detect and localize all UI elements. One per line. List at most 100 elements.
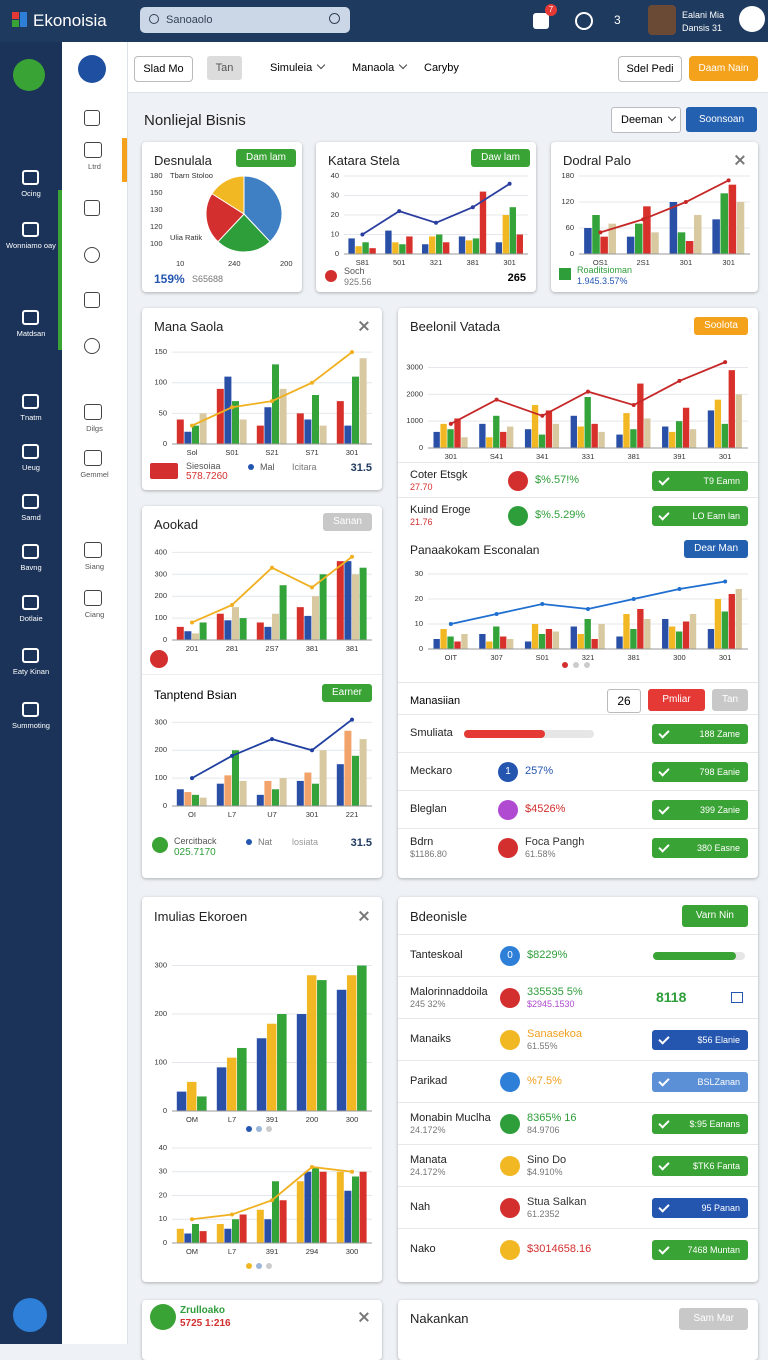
tool-button[interactable]: Sdel Pedi bbox=[618, 56, 682, 82]
nav-icon[interactable] bbox=[22, 702, 39, 717]
y-tick-label: 100 bbox=[154, 378, 167, 387]
nav-icon[interactable] bbox=[84, 542, 102, 558]
row-icon: 0 bbox=[500, 946, 520, 966]
bar bbox=[712, 219, 720, 254]
card-button[interactable]: Sanan bbox=[323, 513, 372, 531]
row-button[interactable]: LO Eam lan bbox=[652, 505, 748, 526]
line-point bbox=[726, 178, 731, 183]
close[interactable] bbox=[358, 1311, 370, 1323]
close[interactable] bbox=[358, 320, 370, 332]
foot-sub: 578.7260 bbox=[186, 471, 228, 482]
primary-button[interactable]: Pmliar bbox=[648, 689, 705, 711]
row-button[interactable]: 95 Panan bbox=[652, 1198, 748, 1218]
nav-icon[interactable] bbox=[22, 544, 39, 559]
tag-icon[interactable] bbox=[731, 992, 743, 1003]
close[interactable] bbox=[734, 154, 746, 166]
fab[interactable] bbox=[13, 1298, 47, 1332]
nav-label: Ueug bbox=[22, 463, 40, 472]
row-button[interactable]: $TK6 Fanta bbox=[652, 1156, 748, 1176]
nav-icon[interactable] bbox=[22, 444, 39, 459]
nav-icon[interactable] bbox=[22, 595, 39, 610]
user-icon[interactable] bbox=[84, 292, 100, 308]
card-button[interactable]: Soolota bbox=[694, 317, 748, 335]
search-button[interactable] bbox=[329, 13, 340, 24]
page-dot[interactable] bbox=[584, 662, 590, 668]
check-icon bbox=[658, 1201, 670, 1213]
nav-icon[interactable] bbox=[22, 222, 39, 237]
page-dot[interactable] bbox=[266, 1263, 272, 1269]
card-button[interactable]: Dam lam bbox=[235, 149, 296, 167]
sub-button[interactable]: Earner bbox=[321, 684, 372, 702]
profile-icon[interactable] bbox=[739, 6, 765, 32]
bar bbox=[385, 230, 392, 254]
nav-icon[interactable] bbox=[84, 404, 102, 420]
x-tick-label: 391 bbox=[673, 452, 686, 461]
bar bbox=[296, 413, 304, 444]
card-button[interactable]: Daw lam bbox=[471, 149, 530, 167]
bar bbox=[192, 633, 199, 640]
page-dot[interactable] bbox=[266, 1126, 272, 1132]
avatar[interactable] bbox=[648, 5, 676, 35]
bar bbox=[637, 609, 644, 649]
sub-button[interactable]: Dear Man bbox=[684, 540, 748, 558]
close[interactable] bbox=[358, 910, 370, 922]
foot-sub: 1.945.3.57% bbox=[577, 276, 628, 286]
row-button[interactable]: 798 Eanie bbox=[652, 762, 748, 782]
y-tick-label: 0 bbox=[419, 443, 423, 452]
nav-icon[interactable] bbox=[22, 170, 39, 185]
nav-icon[interactable] bbox=[84, 142, 102, 158]
home-button[interactable] bbox=[13, 59, 45, 91]
secondary-button[interactable]: Tan bbox=[712, 689, 748, 711]
foot-value: 31.5 bbox=[350, 462, 372, 474]
nav-icon[interactable] bbox=[22, 310, 39, 325]
menu[interactable]: Caryby bbox=[424, 62, 459, 74]
row-button[interactable]: $:95 Eanans bbox=[652, 1114, 748, 1134]
row-button[interactable]: BSLZanan bbox=[652, 1072, 748, 1092]
home-icon[interactable] bbox=[84, 110, 100, 126]
section-marker bbox=[122, 138, 127, 182]
nav-icon[interactable] bbox=[84, 450, 102, 466]
row-button[interactable]: 380 Easne bbox=[652, 838, 748, 858]
page-dot[interactable] bbox=[573, 662, 579, 668]
extensions-icon[interactable] bbox=[533, 13, 549, 29]
row-button[interactable]: 399 Zanie bbox=[652, 800, 748, 820]
page-dot[interactable] bbox=[246, 1126, 252, 1132]
nav-icon[interactable] bbox=[84, 590, 102, 606]
menu[interactable]: Manaola bbox=[352, 60, 408, 74]
leaf-icon[interactable] bbox=[84, 247, 100, 263]
bar bbox=[422, 244, 429, 254]
bar bbox=[689, 614, 697, 649]
search-box[interactable]: Sanoaolo bbox=[140, 7, 350, 33]
x-tick-label: 391 bbox=[266, 1115, 279, 1124]
row-label: Kuind Eroge bbox=[410, 503, 471, 516]
nav-icon[interactable] bbox=[22, 494, 39, 509]
menu[interactable]: Simuleia bbox=[270, 60, 326, 74]
page-dot[interactable] bbox=[562, 662, 568, 668]
tool-button[interactable]: Slad Mo bbox=[134, 56, 193, 82]
section-button[interactable]: Soonsoan bbox=[686, 107, 757, 132]
row-button[interactable]: 7468 Muntan bbox=[652, 1240, 748, 1260]
x-tick-label: L7 bbox=[228, 1247, 236, 1256]
page-dot[interactable] bbox=[256, 1126, 262, 1132]
select[interactable]: Deeman bbox=[611, 107, 681, 133]
input[interactable]: 26 bbox=[607, 689, 641, 713]
bar bbox=[524, 641, 532, 649]
settings-icon[interactable] bbox=[575, 12, 593, 30]
doc-icon[interactable] bbox=[84, 200, 100, 216]
card-button[interactable]: Varn Nin bbox=[681, 905, 748, 927]
nav-icon[interactable] bbox=[22, 394, 39, 409]
row-button[interactable]: 188 Zame bbox=[652, 724, 748, 744]
card-button[interactable]: Sam Mar bbox=[679, 1308, 748, 1330]
brand-icon[interactable] bbox=[78, 55, 106, 83]
page-dot[interactable] bbox=[256, 1263, 262, 1269]
nav-icon[interactable] bbox=[22, 648, 39, 663]
primary-button[interactable]: Daam Nain bbox=[689, 56, 758, 81]
row-button[interactable]: $56 Elanie bbox=[652, 1030, 748, 1050]
bar bbox=[192, 794, 199, 806]
money-icon[interactable] bbox=[84, 338, 100, 354]
tool-button[interactable]: Tan bbox=[207, 56, 242, 80]
pie-chart: 180 150 130 120 100 10 240 200 Tbarn Stoloo Ulia … bbox=[150, 171, 293, 268]
bar bbox=[584, 228, 592, 254]
row-button[interactable]: T9 Eamn bbox=[652, 470, 748, 491]
page-dot[interactable] bbox=[246, 1263, 252, 1269]
